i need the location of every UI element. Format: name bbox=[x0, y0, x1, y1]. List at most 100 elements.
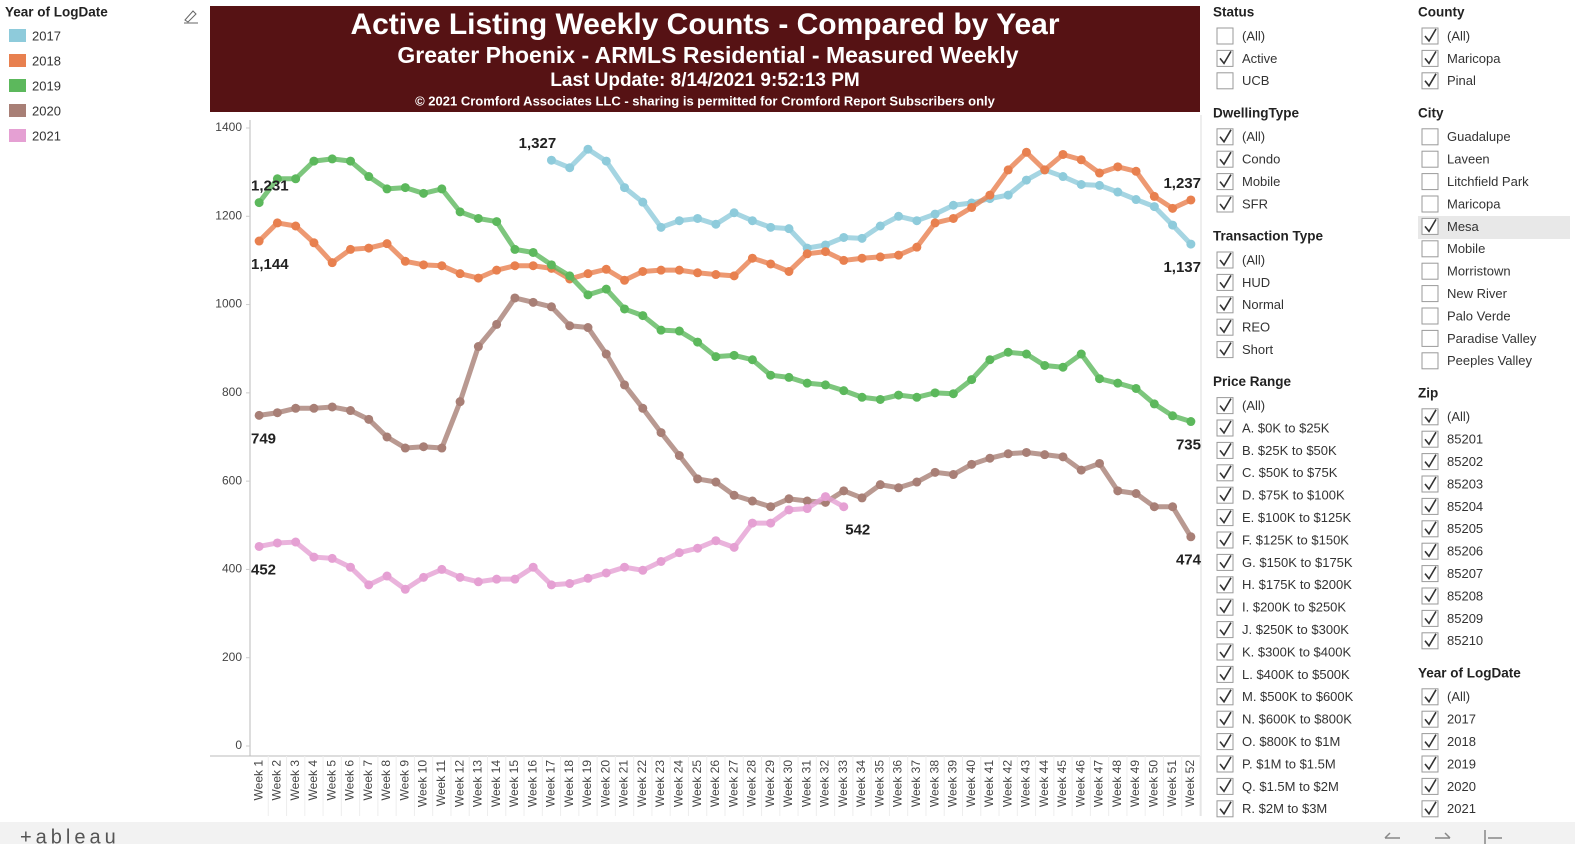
filter-option[interactable]: Short bbox=[1242, 342, 1273, 357]
filter-option[interactable]: UCB bbox=[1242, 73, 1269, 88]
filter-option[interactable]: 85205 bbox=[1447, 521, 1483, 536]
data-point bbox=[747, 496, 757, 506]
x-tick-label: Week 4 bbox=[306, 760, 320, 801]
data-point bbox=[345, 244, 355, 254]
filter-option[interactable]: 85203 bbox=[1447, 476, 1483, 491]
filter-option[interactable]: (All) bbox=[1447, 28, 1470, 43]
data-point bbox=[839, 486, 849, 496]
filter-option[interactable]: Paradise Valley bbox=[1447, 331, 1537, 346]
filter-option[interactable]: 85207 bbox=[1447, 566, 1483, 581]
data-point bbox=[638, 403, 648, 413]
filter-option[interactable]: (All) bbox=[1242, 398, 1265, 413]
checkbox[interactable] bbox=[1421, 173, 1439, 191]
filter-option[interactable]: Normal bbox=[1242, 297, 1284, 312]
filter-option[interactable]: HUD bbox=[1242, 275, 1270, 290]
filter-option[interactable]: M. $500K to $600K bbox=[1242, 689, 1354, 704]
data-point bbox=[345, 562, 355, 572]
filter-option[interactable]: Pinal bbox=[1447, 73, 1476, 88]
filter-option[interactable]: Q. $1.5M to $2M bbox=[1242, 779, 1339, 794]
filter-option[interactable]: N. $600K to $800K bbox=[1242, 712, 1352, 727]
nav-icons[interactable] bbox=[1384, 830, 1502, 844]
checkmark bbox=[1424, 431, 1437, 446]
checkmark bbox=[1219, 532, 1232, 547]
filter-option[interactable]: REO bbox=[1242, 320, 1270, 335]
filter-option[interactable]: D. $75K to $100K bbox=[1242, 488, 1345, 503]
checkbox[interactable] bbox=[1421, 195, 1439, 213]
checkbox[interactable] bbox=[1421, 150, 1439, 168]
filter-option[interactable]: 2021 bbox=[1447, 801, 1476, 816]
filter-option[interactable]: Mesa bbox=[1447, 219, 1480, 234]
filter-option[interactable]: 2020 bbox=[1447, 779, 1476, 794]
data-point bbox=[1168, 203, 1178, 213]
filter-option[interactable]: (All) bbox=[1242, 252, 1265, 267]
y-tick-label: 1000 bbox=[215, 297, 242, 311]
filter-option[interactable]: I. $200K to $250K bbox=[1242, 600, 1346, 615]
filter-option[interactable]: (All) bbox=[1447, 689, 1470, 704]
filter-option[interactable]: Mobile bbox=[1242, 174, 1280, 189]
data-point bbox=[528, 297, 538, 307]
checkbox[interactable] bbox=[1421, 307, 1439, 325]
filter-option[interactable]: Mobile bbox=[1447, 241, 1485, 256]
filter-option[interactable]: 85204 bbox=[1447, 499, 1483, 514]
filter-option[interactable]: 85201 bbox=[1447, 432, 1483, 447]
checkbox[interactable] bbox=[1421, 329, 1439, 347]
checkbox[interactable] bbox=[1421, 262, 1439, 280]
filter-option[interactable]: Litchfield Park bbox=[1447, 174, 1529, 189]
filter-option[interactable]: F. $125K to $150K bbox=[1242, 532, 1349, 547]
x-tick-label: Week 39 bbox=[946, 760, 960, 807]
filter-option[interactable]: Guadalupe bbox=[1447, 129, 1511, 144]
checkmark bbox=[1219, 644, 1232, 659]
filter-option[interactable]: 2017 bbox=[1447, 712, 1476, 727]
filter-option[interactable]: Maricopa bbox=[1447, 196, 1501, 211]
filter-option[interactable]: J. $250K to $300K bbox=[1242, 622, 1349, 637]
filter-option[interactable]: B. $25K to $50K bbox=[1242, 443, 1337, 458]
filter-option[interactable]: New River bbox=[1447, 286, 1508, 301]
data-point bbox=[948, 213, 958, 223]
filter-title: Transaction Type bbox=[1213, 229, 1324, 244]
filter-option[interactable]: SFR bbox=[1242, 196, 1268, 211]
filter-option[interactable]: 2018 bbox=[1447, 734, 1476, 749]
data-point bbox=[1021, 147, 1031, 157]
filter-option[interactable]: Morristown bbox=[1447, 264, 1511, 279]
checkbox[interactable] bbox=[1421, 352, 1439, 370]
data-point bbox=[437, 564, 447, 574]
filter-option[interactable]: Condo bbox=[1242, 152, 1280, 167]
checkbox[interactable] bbox=[1421, 285, 1439, 303]
filter-option[interactable]: Maricopa bbox=[1447, 51, 1501, 66]
filter-option[interactable]: K. $300K to $400K bbox=[1242, 644, 1351, 659]
filter-option[interactable]: 85209 bbox=[1447, 611, 1483, 626]
filter-option[interactable]: G. $150K to $175K bbox=[1242, 555, 1353, 570]
filter-option[interactable]: 85208 bbox=[1447, 588, 1483, 603]
edit-icon[interactable] bbox=[184, 10, 198, 24]
update-note: Last Update: 8/14/2021 9:52:13 PM bbox=[550, 70, 859, 91]
filter-option[interactable]: Active bbox=[1242, 51, 1277, 66]
data-point bbox=[766, 259, 776, 269]
filter-option[interactable]: Laveen bbox=[1447, 152, 1490, 167]
filter-option[interactable]: (All) bbox=[1242, 129, 1265, 144]
filter-option[interactable]: P. $1M to $1.5M bbox=[1242, 756, 1336, 771]
data-point bbox=[291, 221, 301, 231]
filter-option[interactable]: (All) bbox=[1242, 28, 1265, 43]
checkbox[interactable] bbox=[1216, 27, 1234, 45]
checkmark bbox=[1219, 711, 1232, 726]
checkbox[interactable] bbox=[1216, 72, 1234, 90]
filter-option[interactable]: Peeples Valley bbox=[1447, 353, 1533, 368]
checkbox[interactable] bbox=[1421, 128, 1439, 146]
filter-option[interactable]: 2019 bbox=[1447, 756, 1476, 771]
filter-option[interactable]: A. $0K to $25K bbox=[1242, 420, 1330, 435]
filter-option[interactable]: Palo Verde bbox=[1447, 308, 1511, 323]
series-line bbox=[257, 156, 1192, 424]
filter-option[interactable]: R. $2M to $3M bbox=[1242, 801, 1327, 816]
x-tick-label: Week 25 bbox=[690, 760, 704, 807]
filter-option[interactable]: H. $175K to $200K bbox=[1242, 577, 1352, 592]
filter-option[interactable]: 85202 bbox=[1447, 454, 1483, 469]
filter-option[interactable]: O. $800K to $1M bbox=[1242, 734, 1340, 749]
checkbox[interactable] bbox=[1421, 240, 1439, 258]
data-point bbox=[473, 213, 483, 223]
filter-option[interactable]: E. $100K to $125K bbox=[1242, 510, 1351, 525]
filter-option[interactable]: 85210 bbox=[1447, 633, 1483, 648]
filter-option[interactable]: C. $50K to $75K bbox=[1242, 465, 1338, 480]
filter-option[interactable]: L. $400K to $500K bbox=[1242, 667, 1350, 682]
filter-option[interactable]: (All) bbox=[1447, 409, 1470, 424]
filter-option[interactable]: 85206 bbox=[1447, 544, 1483, 559]
